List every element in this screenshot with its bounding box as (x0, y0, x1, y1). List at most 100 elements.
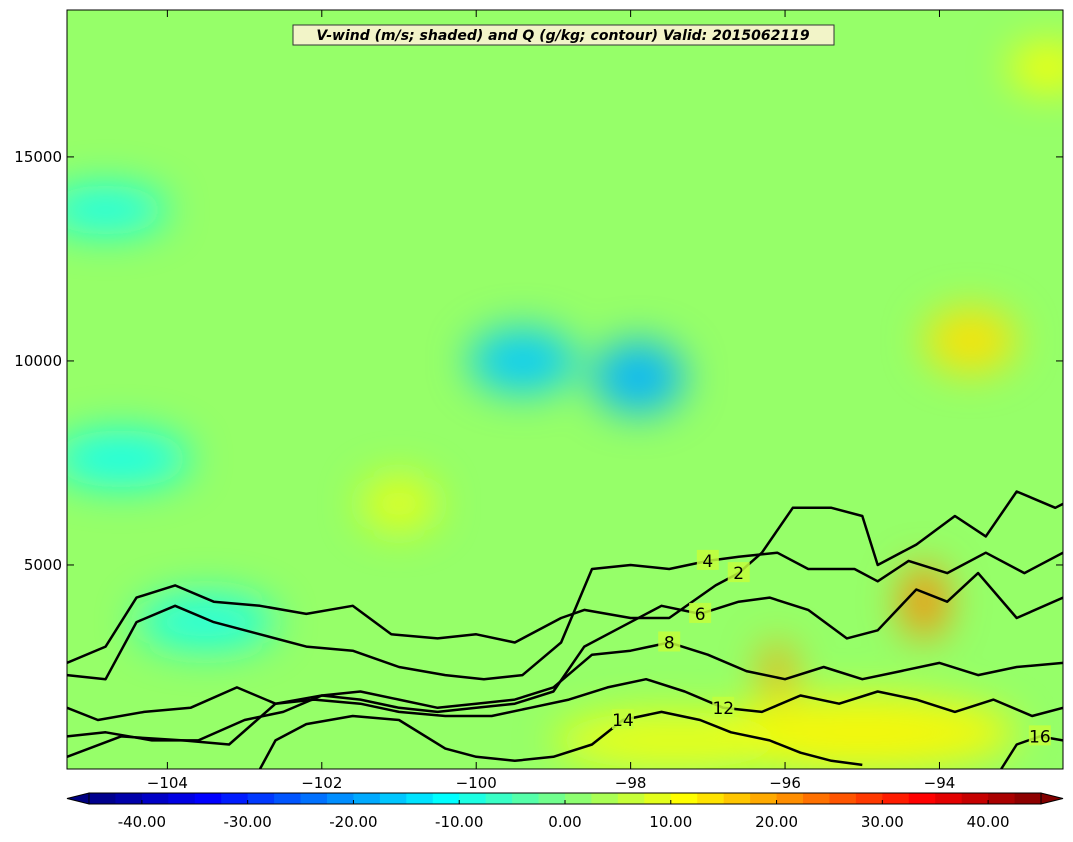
contour-label: 4 (702, 552, 713, 572)
vwind-anomaly (1008, 42, 1063, 92)
colorbar-swatch (141, 793, 169, 804)
colorbar: -40.00 -30.00 -20.00 -10.00 0.00 10.00 20.00 30… (66, 792, 1064, 831)
contour-label-bg (727, 562, 750, 583)
colorbar-swatch (327, 793, 355, 804)
colorbar-swatch (829, 793, 857, 804)
chart-title: V-wind (m/s; shaded) and Q (g/kg; contou… (316, 28, 809, 44)
q-contour-line (67, 490, 1063, 665)
contour-label: 14 (612, 711, 634, 731)
x-tick-label: −94 (924, 774, 956, 792)
vwind-anomaly (553, 711, 786, 769)
colorbar-swatch (988, 793, 1016, 804)
contour-label: 16 (1029, 727, 1051, 747)
colorbar-swatch (776, 793, 804, 804)
y-tick-label: 15000 (14, 148, 62, 166)
colorbar-tick-label: -30.00 (223, 813, 271, 831)
vwind-anomaly (592, 340, 685, 414)
colorbar-swatch (300, 793, 328, 804)
y-axis: 5000 10000 15000 (14, 148, 1063, 574)
q-contours: 24 68 12 14 16 (67, 490, 1063, 769)
vwind-anomaly (761, 642, 793, 700)
x-tick-label: −102 (301, 774, 342, 792)
contour-label-bg (1028, 725, 1051, 746)
colorbar-tick-label: 20.00 (755, 813, 798, 831)
colorbar-swatch (538, 793, 566, 804)
vwind-anomaly (924, 307, 1017, 374)
colorbar-tick-label: 30.00 (861, 813, 904, 831)
contour-label-bg (712, 696, 735, 717)
colorbar-swatch (353, 793, 381, 804)
colorbar-swatch (882, 793, 910, 804)
q-contour-line (1000, 735, 1063, 769)
colorbar-swatch (935, 793, 963, 804)
colorbar-swatch (565, 793, 593, 804)
colorbar-swatch (379, 793, 407, 804)
colorbar-tick-label: -10.00 (435, 813, 483, 831)
q-contour-line (67, 551, 1063, 681)
colorbar-tick-label: -20.00 (329, 813, 377, 831)
q-contour-line (258, 710, 863, 769)
contour-label-bg (696, 549, 719, 570)
colorbar-swatch (221, 793, 249, 804)
colorbar-tick-label: 10.00 (649, 813, 692, 831)
vwind-anomaly (136, 593, 276, 651)
colorbar-swatch (168, 793, 196, 804)
x-tick-label: −100 (456, 774, 497, 792)
y-tick-label: 10000 (14, 352, 62, 370)
contour-label: 6 (695, 605, 706, 625)
colorbar-swatch (697, 793, 725, 804)
vwind-anomaly (67, 185, 168, 235)
colorbar-swatch (644, 793, 672, 804)
colorbar-swatch (855, 793, 883, 804)
x-axis: −104 −102 −100 −98 −96 −94 (147, 10, 956, 792)
x-tick-label: −104 (147, 774, 188, 792)
colorbar-swatch (512, 793, 540, 804)
colorbar-swatch (194, 793, 222, 804)
contour-label: 2 (733, 564, 744, 584)
vwind-anomaly (468, 328, 577, 394)
vwind-background (67, 10, 1063, 769)
colorbar-swatch (803, 793, 831, 804)
colorbar-swatch (670, 793, 698, 804)
colorbar-tick-label: 0.00 (548, 813, 581, 831)
vwind-shading (67, 42, 1063, 769)
q-contour-line (67, 571, 1063, 722)
colorbar-swatch (591, 793, 619, 804)
q-contour-line (67, 677, 1063, 758)
vwind-anomaly (707, 695, 1017, 769)
q-contour-line (67, 641, 1063, 742)
vwind-anomaly (67, 430, 191, 488)
colorbar-swatch (432, 793, 460, 804)
contour-label: 12 (712, 699, 734, 719)
colorbar-swatch (908, 793, 936, 804)
colorbar-swatch (961, 793, 989, 804)
colorbar-swatch (406, 793, 434, 804)
contour-label-bg (689, 602, 712, 623)
colorbar-swatch (115, 793, 143, 804)
x-tick-label: −98 (615, 774, 647, 792)
vwind-anomaly (900, 564, 948, 639)
contour-label-bg (611, 709, 634, 730)
colorbar-swatch (89, 793, 117, 804)
plot-frame (66, 9, 1064, 770)
colorbar-swatch (750, 793, 778, 804)
colorbar-extend-max (1040, 792, 1064, 805)
colorbar-extend-min (66, 792, 90, 805)
colorbar-swatch (459, 793, 487, 804)
colorbar-swatch (274, 793, 302, 804)
contour-label-bg (658, 631, 681, 652)
colorbar-swatch (1014, 793, 1042, 804)
colorbar-swatch (723, 793, 751, 804)
colorbar-tick-label: -40.00 (118, 813, 166, 831)
y-tick-label: 5000 (24, 556, 62, 574)
title-box (292, 24, 835, 46)
colorbar-swatch (247, 793, 275, 804)
x-tick-label: −96 (769, 774, 801, 792)
contour-label: 8 (664, 634, 675, 654)
vwind-anomaly (360, 475, 438, 533)
colorbar-swatch (485, 793, 513, 804)
colorbar-swatch (617, 793, 645, 804)
colorbar-tick-label: 40.00 (967, 813, 1010, 831)
